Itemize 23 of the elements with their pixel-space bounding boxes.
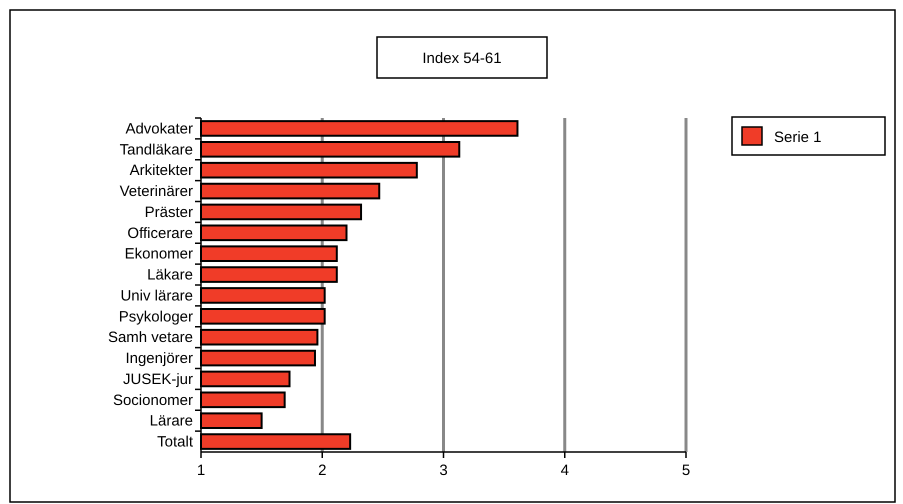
y-tick-label: Officerare [127,224,193,242]
y-tick-label: Ekonomer [124,246,193,263]
x-tick-label: 1 [196,462,206,479]
x-tick-label: 2 [318,462,326,479]
y-tick-label: Psykologer [118,308,194,326]
y-tick-label: Totalt [157,434,194,451]
y-tick-label: Ingenjörer [125,350,193,368]
y-tick-label: Univ lärare [120,287,193,304]
x-tick-label: 3 [439,462,448,479]
y-tick-label: Veterinärer [120,183,194,200]
y-tick-label: Samh vetare [108,329,193,346]
y-tick-label: Lärare [150,412,193,430]
y-tick-label: JUSEK-jur [122,370,193,388]
x-tick-label: 5 [682,462,690,479]
chart-title: Index 54-61 [422,50,502,67]
legend-label: Serie 1 [774,129,822,146]
y-tick-label: Arkitekter [130,162,193,180]
y-tick-label: Präster [144,204,193,221]
y-tick-label: Advokater [125,120,193,138]
y-tick-label: Tandläkare [120,141,193,158]
x-tick-label: 4 [560,462,569,479]
y-tick-label: Läkare [147,266,193,284]
y-tick-label: Socionomer [112,392,193,409]
